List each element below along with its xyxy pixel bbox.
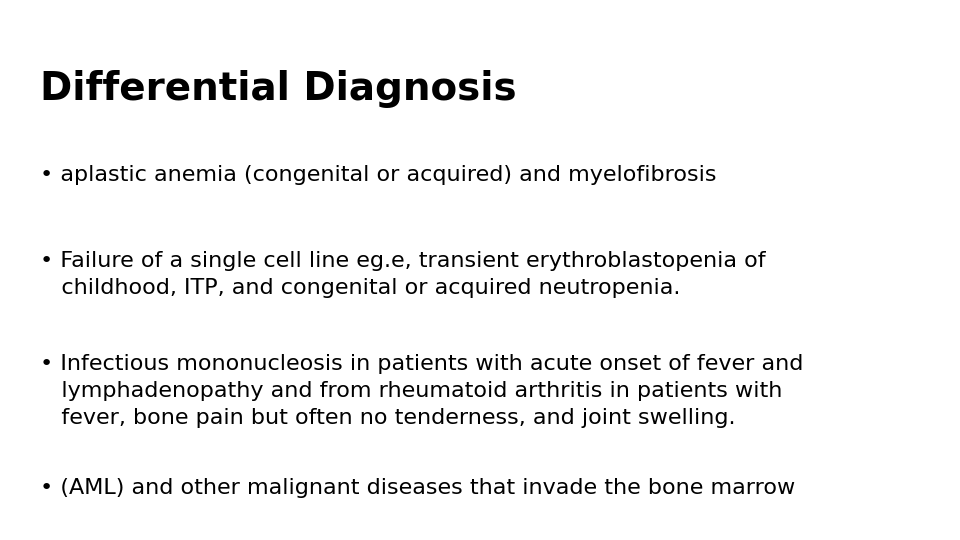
Text: Differential Diagnosis: Differential Diagnosis bbox=[40, 70, 516, 108]
Text: • Infectious mononucleosis in patients with acute onset of fever and
   lymphade: • Infectious mononucleosis in patients w… bbox=[40, 354, 804, 428]
Text: • aplastic anemia (congenital or acquired) and myelofibrosis: • aplastic anemia (congenital or acquire… bbox=[40, 165, 717, 185]
Text: • Failure of a single cell line eg.e, transient erythroblastopenia of
   childho: • Failure of a single cell line eg.e, tr… bbox=[40, 251, 766, 298]
Text: • (AML) and other malignant diseases that invade the bone marrow: • (AML) and other malignant diseases tha… bbox=[40, 478, 796, 498]
